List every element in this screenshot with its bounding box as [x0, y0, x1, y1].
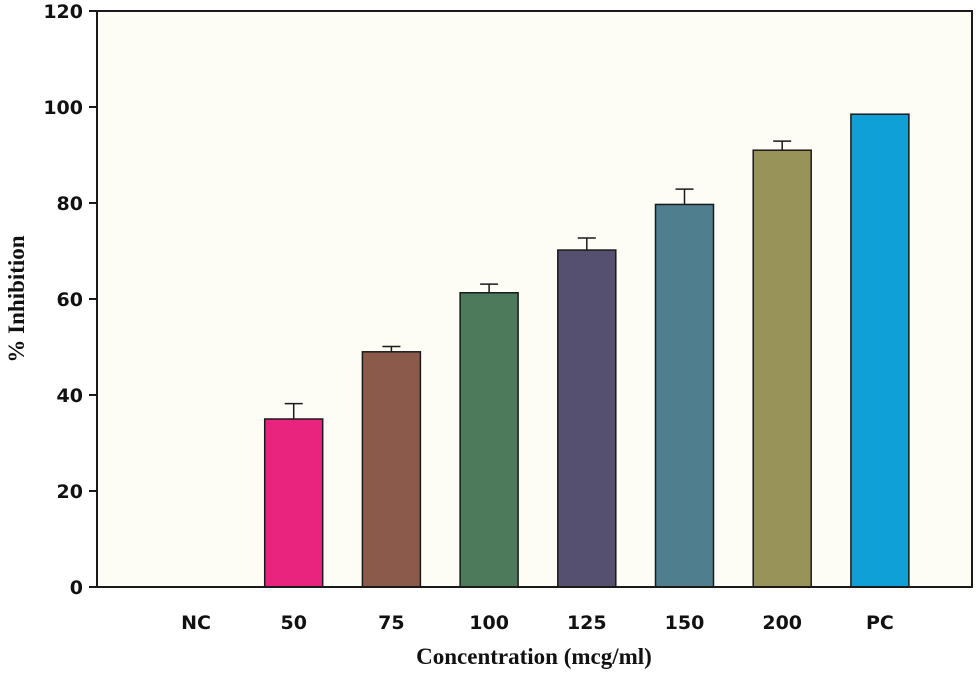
x-axis-title: Concentration (mcg/ml): [416, 644, 652, 669]
x-tick-label: 200: [762, 612, 802, 634]
error-bar-50: [284, 402, 303, 419]
y-tick-label: 40: [57, 385, 83, 407]
bar-125: [557, 249, 617, 588]
y-tick-label: 20: [57, 481, 83, 503]
error-bar-100: [480, 283, 499, 293]
bar-pc: [850, 113, 910, 588]
y-tick-label: 100: [43, 97, 83, 119]
x-tick-label: PC: [866, 612, 894, 634]
error-bar-125: [577, 237, 596, 251]
error-bars-layer: [284, 140, 792, 419]
bars-layer: [263, 113, 910, 588]
y-axis: 0 20 40 60 80 100 120: [43, 1, 97, 599]
x-tick-label: 100: [469, 612, 509, 634]
error-bar-200: [773, 140, 792, 151]
bar-200: [752, 149, 812, 588]
x-tick-label: 150: [665, 612, 705, 634]
x-tick-label: NC: [181, 612, 211, 634]
y-tick-label: 60: [57, 289, 83, 311]
x-axis: NC 50 75 100 125 150 200 PC: [181, 612, 894, 634]
y-tick-label: 120: [43, 1, 83, 23]
bar-100: [459, 292, 519, 588]
x-tick-label: 50: [280, 612, 306, 634]
bar-50: [263, 418, 324, 588]
error-bar-150: [675, 188, 694, 205]
x-tick-label: 125: [567, 612, 607, 634]
error-bar-75: [382, 345, 401, 352]
bar-75: [361, 351, 422, 588]
plot-area: [97, 11, 972, 587]
y-axis-title: % Inhibition: [4, 235, 29, 362]
y-tick-label: 0: [70, 577, 83, 599]
y-tick-label: 80: [57, 193, 83, 215]
x-tick-label: 75: [378, 612, 404, 634]
bar-150: [654, 203, 715, 588]
